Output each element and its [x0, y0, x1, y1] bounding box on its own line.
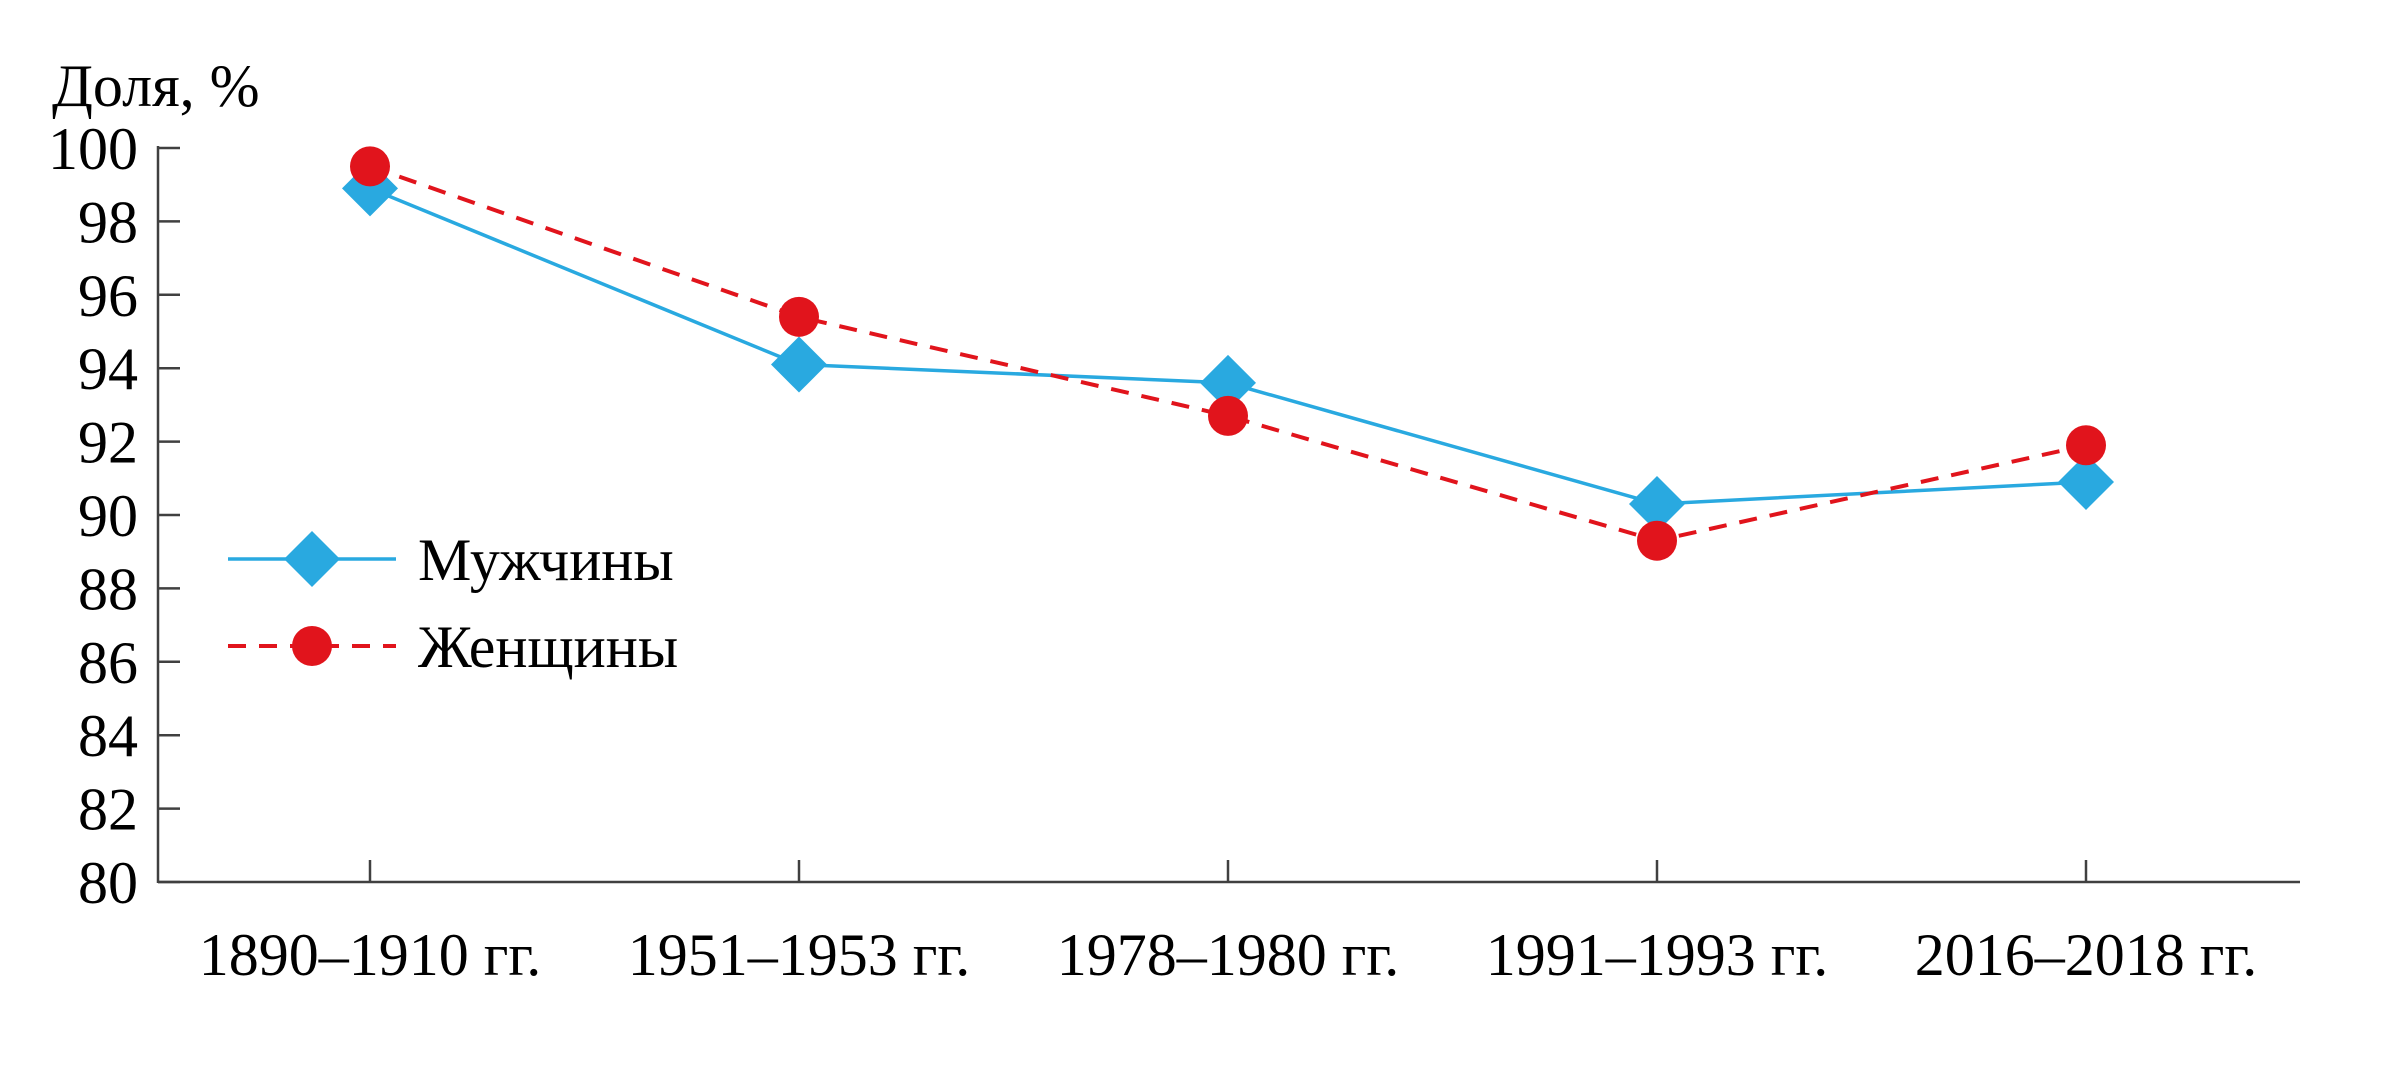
x-tick-label: 2016–2018 гг. [1915, 922, 2257, 988]
y-axis-title: Доля, % [52, 53, 260, 119]
legend: Мужчины Женщины [228, 527, 678, 680]
data-point-diamond [1629, 475, 1685, 532]
y-tick-label: 86 [78, 630, 138, 696]
legend-item: Мужчины [228, 527, 674, 593]
y-tick-label: 84 [78, 703, 138, 769]
data-point-diamond [1200, 354, 1256, 411]
data-point-circle [350, 146, 390, 187]
y-tick-label: 88 [78, 556, 138, 622]
data-point-circle [779, 296, 819, 337]
y-tick-label: 96 [78, 263, 138, 329]
data-point-diamond [2058, 453, 2114, 510]
legend-marker-circle [292, 626, 332, 666]
series-line-diamond [369, 186, 2087, 506]
y-tick-label: 82 [78, 777, 138, 843]
axes-layer: 80 82 84 86 88 90 92 94 96 98 100 1890–1910 гг. 1951… [48, 116, 2300, 988]
series-layer [342, 146, 2114, 561]
legend-item: Женщины [228, 614, 678, 680]
data-point-circle [1637, 520, 1677, 561]
data-point-diamond [771, 336, 827, 393]
x-tick-label: 1890–1910 гг. [199, 922, 541, 988]
y-tick-label: 80 [78, 850, 138, 916]
y-tick-label: 92 [78, 410, 138, 476]
series-line-circle [369, 164, 2087, 543]
x-tick-label: 1951–1953 гг. [628, 922, 970, 988]
legend-label: Женщины [418, 614, 678, 680]
legend-label: Мужчины [418, 527, 674, 593]
x-tick-label: 1978–1980 гг. [1057, 922, 1399, 988]
y-tick-label: 94 [78, 336, 138, 402]
legend-marker-diamond [284, 531, 340, 587]
data-point-circle [2066, 425, 2106, 466]
y-tick-label: 90 [78, 483, 138, 549]
y-tick-label: 98 [78, 189, 138, 255]
x-tick-label: 1991–1993 гг. [1486, 922, 1828, 988]
y-tick-label: 100 [48, 116, 138, 182]
data-point-circle [1208, 395, 1248, 436]
